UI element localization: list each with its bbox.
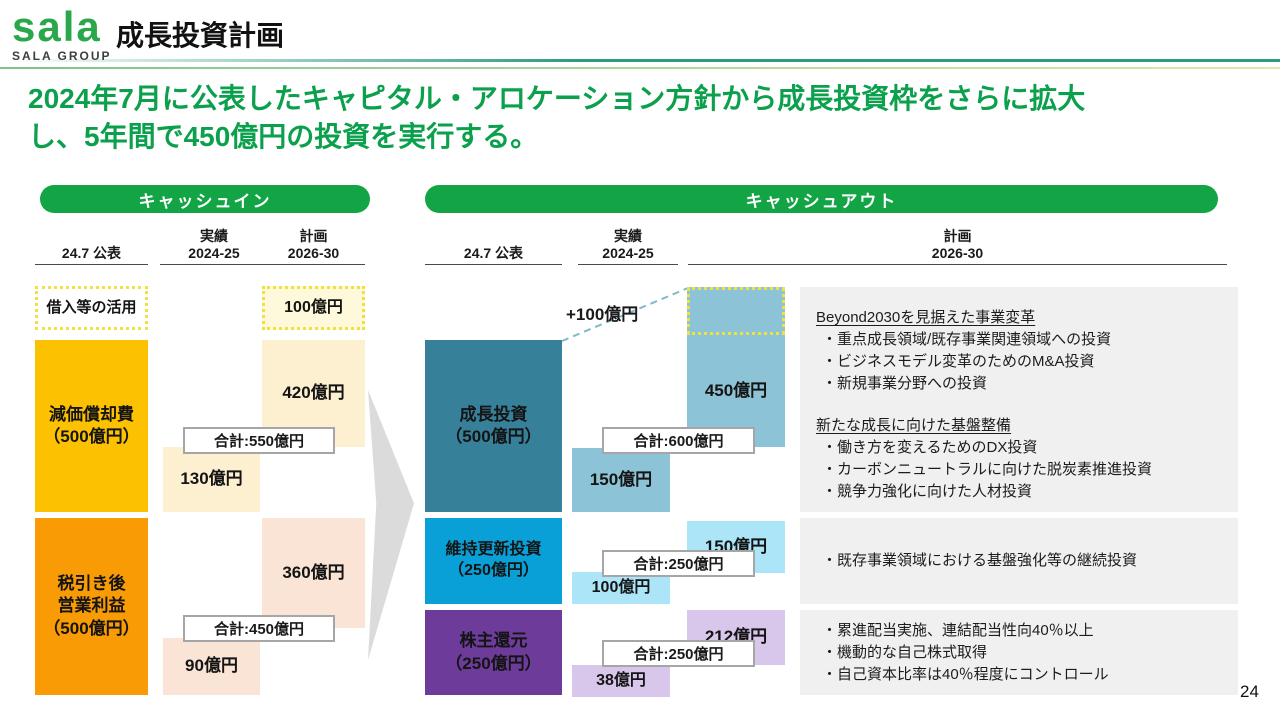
depreciation-total-box: 合計:550億円 [183,427,335,454]
page-number: 24 [1240,682,1259,701]
cash-out-col-rule-3 [688,264,1227,265]
profit-bar: 税引き後 営業利益 （500億円） [35,518,148,695]
shareholder-actual-bar: 38億円 [572,665,670,697]
growth-bar: 成長投資 （500億円） [425,340,562,512]
borrowing-label-box: 借入等の活用 [35,286,148,330]
growth-note: ・新規事業分野への投資 [822,375,988,392]
growth-plan-bar: 450億円 [687,287,785,447]
profit-total-box: 合計:450億円 [183,615,335,642]
cash-out-col-actual: 実績 2024-25 [602,228,654,262]
page-title: 成長投資計画 [116,20,285,51]
cash-in-col-plan: 計画 2026-30 [287,228,340,262]
cash-out-col-rule-1 [425,264,562,265]
right-arrow-icon [368,390,414,660]
growth-notes-heading-1: Beyond2030を見据えた事業変革 [816,309,1036,326]
growth-note: ・カーボンニュートラルに向けた脱炭素推進投資 [822,461,1153,478]
profit-actual-bar: 90億円 [163,638,260,695]
depreciation-actual-bar: 130億円 [163,447,260,512]
panel-spacer [816,395,1226,415]
cash-out-col-rule-2 [578,264,678,265]
cash-in-col-actual: 実績 2024-25 [188,228,240,262]
growth-notes-panel: Beyond2030を見据えた事業変革 ・重点成長領域/既存事業関連領域への投資… [800,287,1238,512]
growth-note: ・ビジネスモデル変革のためのM&A投資 [822,353,1095,370]
cash-in-col-rule-2 [160,264,268,265]
cash-out-header: キャッシュアウト [425,185,1218,213]
maintenance-bar: 維持更新投資 （250億円） [425,518,562,604]
growth-note: ・重点成長領域/既存事業関連領域への投資 [822,331,1112,348]
slide-message: 2024年7月に公表したキャピタル・アロケーション方針から成長投資枠をさらに拡大… [28,83,1086,152]
growth-actual-bar: 150億円 [572,448,670,512]
cash-out-col-published: 24.7 公表 [463,245,524,262]
sala-logo-text: sala [12,3,102,50]
header-divider-top [0,59,1280,62]
borrowing-plan-bar: 100億円 [262,286,365,330]
growth-note: ・働き方を変えるためのDX投資 [822,439,1038,456]
shareholder-note: ・機動的な自己株式取得 [822,644,988,661]
growth-total-box: 合計:600億円 [602,427,755,454]
maintenance-total-box: 合計:250億円 [602,550,755,577]
growth-notes-heading-2: 新たな成長に向けた基盤整備 [816,417,1012,434]
shareholder-note: ・自己資本比率は40％程度にコントロール [822,666,1109,683]
maintenance-actual-bar: 100億円 [572,572,670,604]
growth-delta-label: +100億円 [566,305,639,324]
cash-out-col-plan: 計画 2026-30 [931,228,984,262]
growth-plan-increase-outline [687,287,785,335]
shareholder-total-box: 合計:250億円 [602,640,755,667]
cash-in-col-rule-3 [262,264,365,265]
sala-logo: sala SALA GROUP [12,3,112,64]
maintenance-note: ・既存事業領域における基盤強化等の継続投資 [822,552,1138,569]
delta-connector-line [561,287,689,342]
profit-plan-bar: 360億円 [262,518,365,628]
growth-note: ・競争力強化に向けた人材投資 [822,483,1033,500]
depreciation-bar: 減価償却費 （500億円） [35,340,148,512]
cash-in-col-rule-1 [35,264,148,265]
header-divider-bottom [0,67,1280,69]
maintenance-notes-panel: ・既存事業領域における基盤強化等の継続投資 [800,518,1238,604]
cash-in-header: キャッシュイン [40,185,370,213]
shareholder-note: ・累進配当実施、連結配当性向40％以上 [822,622,1094,639]
shareholder-notes-panel: ・累進配当実施、連結配当性向40％以上 ・機動的な自己株式取得 ・自己資本比率は… [800,610,1238,695]
cash-in-col-published: 24.7 公表 [61,245,122,262]
shareholder-bar: 株主還元 （250億円） [425,610,562,695]
